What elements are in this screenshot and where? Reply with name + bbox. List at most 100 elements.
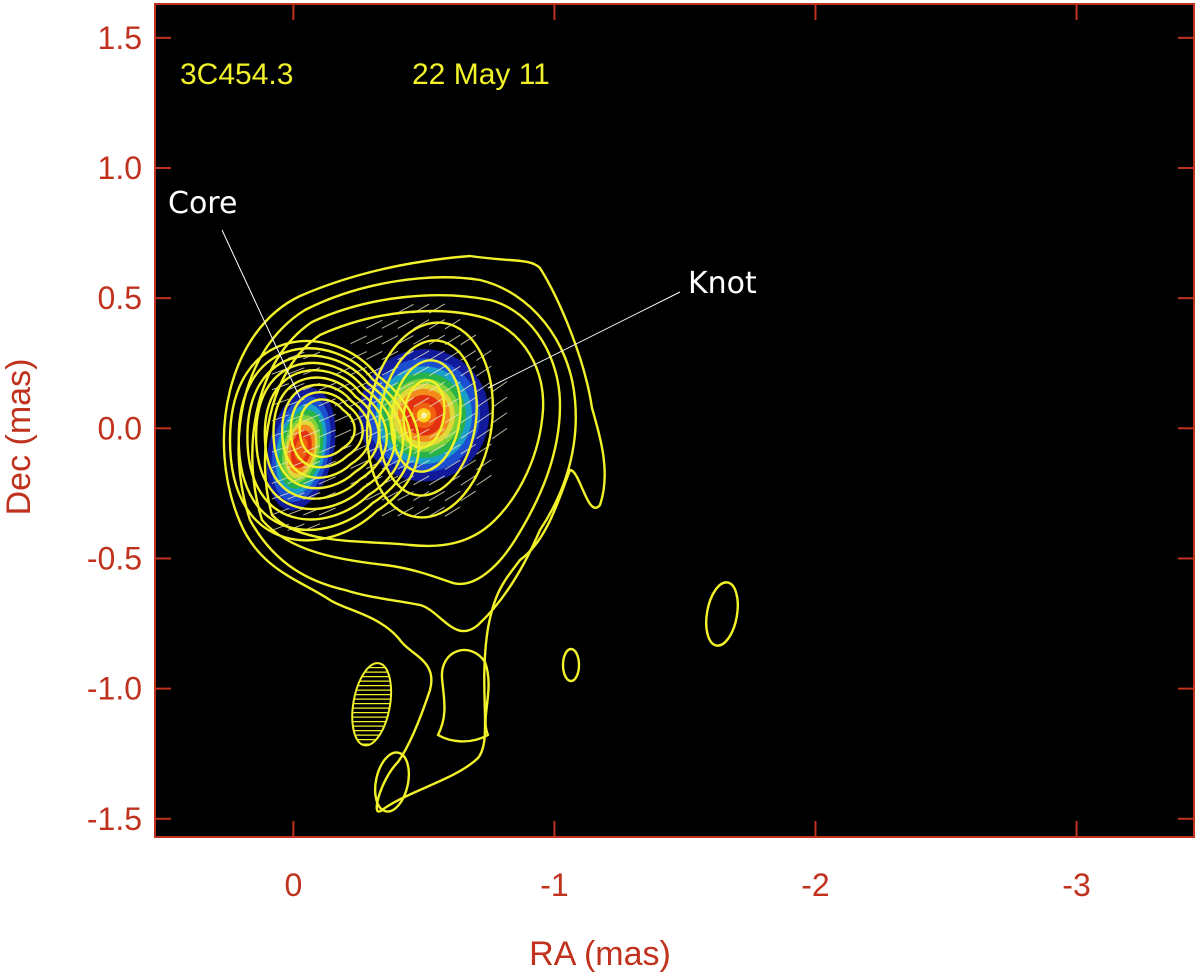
polarization-vector <box>303 429 321 438</box>
y-tick-label: 0.5 <box>98 280 142 316</box>
polarization-vector <box>318 398 336 407</box>
y-tick-label: -1.5 <box>87 801 142 837</box>
y-tick-label: 1.5 <box>98 20 142 56</box>
polarization-vector <box>397 303 414 314</box>
polarization-vector <box>476 459 492 471</box>
polarization-vector <box>460 490 477 502</box>
polarization-vector <box>460 475 477 486</box>
date-label: 22 May 11 <box>412 58 550 91</box>
x-tick-label: -2 <box>801 867 829 903</box>
polarization-vector <box>476 365 492 377</box>
contour-mid <box>251 294 562 585</box>
contour-knot <box>390 359 462 473</box>
polarization-vector <box>428 319 445 330</box>
polarization-vector <box>303 414 321 422</box>
polarization-vector <box>476 474 492 486</box>
polarization-vector <box>460 412 477 424</box>
x-tick-label: -1 <box>540 867 568 903</box>
contour-core <box>298 398 356 459</box>
contour-core <box>281 383 372 479</box>
y-tick-label: -1.0 <box>87 671 142 707</box>
polarization-vector <box>413 475 430 486</box>
y-tick-label: -0.5 <box>87 540 142 576</box>
polarization-vector <box>318 445 336 454</box>
polarization-vector <box>287 382 305 391</box>
polarization-vector <box>287 367 305 375</box>
polarization-vector <box>476 381 492 393</box>
polarization-vector <box>444 350 461 361</box>
polarization-vector <box>491 427 508 440</box>
polarization-vector <box>350 351 367 360</box>
contour-knot <box>365 321 495 519</box>
polarization-vector <box>460 443 477 455</box>
polarization-vector <box>413 350 430 361</box>
polarization-vector <box>413 381 430 392</box>
polarization-vector <box>397 381 414 392</box>
polarization-vector <box>287 507 305 516</box>
polarization-vector <box>350 460 367 470</box>
polarization-vector <box>460 459 477 471</box>
polarization-vector <box>413 413 430 423</box>
polarization-vector <box>413 319 430 330</box>
contour-core <box>289 391 364 469</box>
polarization-vector <box>444 412 461 424</box>
polarization-vector <box>444 365 461 377</box>
annotation-core: Core <box>168 186 237 221</box>
polarization-vector <box>476 349 492 361</box>
polarization-vector <box>428 444 445 455</box>
contour-core <box>263 369 389 500</box>
polarization-vector <box>381 319 399 329</box>
tick-labels: 0 -1 -2 -3 1.5 1.0 0.5 0.0 -0.5 -1.0 -1.5 <box>87 20 1091 903</box>
polarization-vector <box>428 397 445 408</box>
polarization-vector <box>287 351 305 360</box>
polarization-vector <box>491 396 508 408</box>
polarization-vector <box>428 475 445 486</box>
axis-ticks <box>155 4 1194 837</box>
contour-core <box>228 339 421 542</box>
polarization-vector <box>303 460 321 469</box>
polarization-vector <box>476 412 492 424</box>
polarization-vector <box>460 396 477 408</box>
contour-knot <box>402 379 446 449</box>
polarization-vector <box>460 428 477 439</box>
polarization-vector <box>428 490 445 502</box>
polarization-vector <box>318 476 336 485</box>
contour-island <box>561 647 581 683</box>
polarization-vector <box>318 507 336 516</box>
polarization-vector <box>413 506 430 517</box>
polarization-vector <box>271 476 289 484</box>
polarization-vector <box>413 366 430 376</box>
polarization-vector <box>444 490 461 502</box>
x-tick-label: 0 <box>284 867 302 903</box>
polarization-vector <box>476 428 492 439</box>
polarization-vector <box>366 491 383 501</box>
polarization-vector <box>413 397 430 408</box>
x-tick-label: -3 <box>1062 867 1090 903</box>
polarization-vector <box>318 429 336 438</box>
polarization-vector <box>413 428 430 439</box>
y-tick-label: 1.0 <box>98 150 142 186</box>
polarization-vector <box>460 365 477 377</box>
y-tick-label: 0.0 <box>98 410 142 446</box>
polarization-vector <box>476 396 492 408</box>
polarization-vector <box>350 335 367 345</box>
polarization-vector <box>413 334 430 345</box>
contour-island <box>436 648 490 743</box>
polarization-vector <box>444 506 461 517</box>
polarization-vector <box>397 506 414 517</box>
contour-mid <box>263 309 545 548</box>
polarization-vector <box>334 429 352 438</box>
polarization-vector <box>366 319 383 329</box>
annotation-core-pointer <box>221 229 301 399</box>
beam-outline <box>351 662 393 747</box>
polarization-vector <box>366 335 383 345</box>
contour-core <box>246 354 404 521</box>
polarization-vector <box>444 397 461 408</box>
polarization-vector <box>428 366 445 377</box>
polarization-vector <box>491 381 508 393</box>
polarization-vector <box>318 413 336 422</box>
contour-island <box>373 751 411 813</box>
polarization-vector <box>287 445 305 453</box>
contour-island <box>705 581 739 647</box>
